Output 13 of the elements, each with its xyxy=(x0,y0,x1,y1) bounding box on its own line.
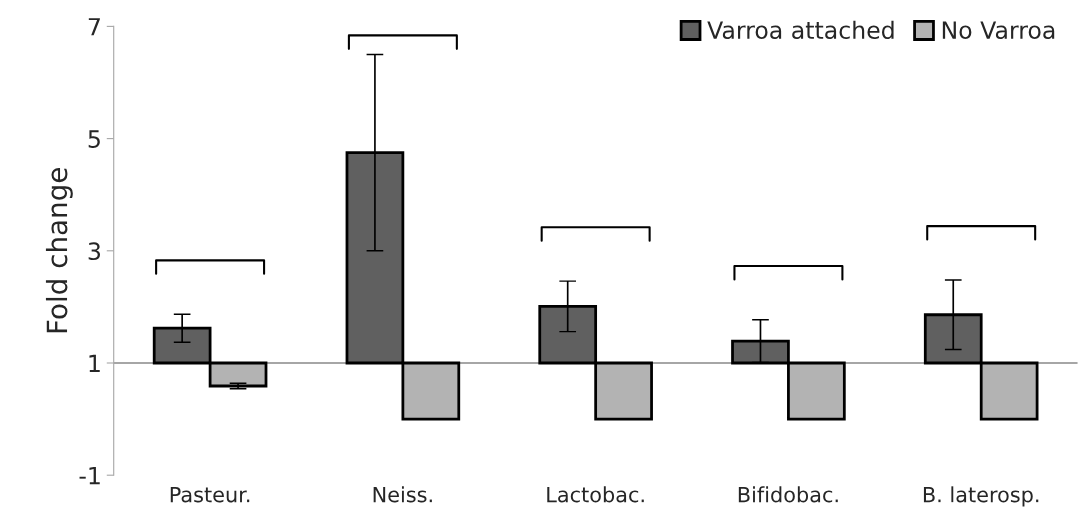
x-tick-label: Lactobac. xyxy=(547,486,644,503)
y-tick-label: 3 xyxy=(88,242,101,261)
legend-label: No Varroa xyxy=(942,21,1055,39)
x-tick-label: Pasteur. xyxy=(170,486,250,503)
y-tick-label: 1 xyxy=(89,354,100,372)
x-tick-label: Bifidobac. xyxy=(738,486,838,503)
y-tick-label: 7 xyxy=(88,18,100,36)
y-axis-title: Fold change xyxy=(45,168,73,333)
x-tick-label: B. laterosp. xyxy=(923,486,1039,507)
x-tick-label: Neiss. xyxy=(373,486,432,503)
legend-label: Varroa attached xyxy=(707,20,894,39)
y-tick-label: -1 xyxy=(79,466,100,485)
y-tick-label: 5 xyxy=(88,130,100,148)
